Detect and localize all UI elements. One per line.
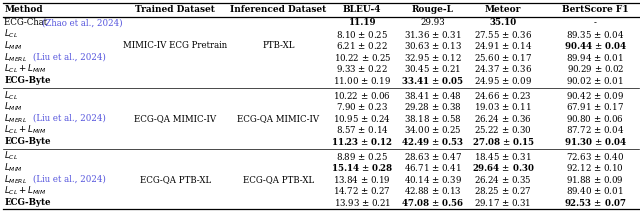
Text: Method: Method [4, 6, 43, 14]
Text: BLEU-4: BLEU-4 [343, 6, 381, 14]
Text: 72.63 $\pm$ 0.40: 72.63 $\pm$ 0.40 [566, 151, 624, 162]
Text: 91.30 $\pm$ 0.04: 91.30 $\pm$ 0.04 [564, 136, 627, 147]
Text: (Liu et al., 2024): (Liu et al., 2024) [33, 114, 106, 123]
Text: 9.33 $\pm$ 0.22: 9.33 $\pm$ 0.22 [336, 63, 388, 74]
Text: 92.53 $\pm$ 0.07: 92.53 $\pm$ 0.07 [564, 197, 627, 208]
Text: 24.37 $\pm$ 0.36: 24.37 $\pm$ 0.36 [474, 63, 532, 74]
Text: 15.14 $\pm$ 0.28: 15.14 $\pm$ 0.28 [331, 162, 394, 173]
Text: 34.00 $\pm$ 0.25: 34.00 $\pm$ 0.25 [404, 124, 461, 135]
Text: ECG-Byte: ECG-Byte [4, 198, 51, 207]
Text: 10.22 $\pm$ 0.25: 10.22 $\pm$ 0.25 [333, 52, 391, 63]
Text: $L_{CL}$: $L_{CL}$ [4, 28, 19, 40]
Text: 89.94 $\pm$ 0.01: 89.94 $\pm$ 0.01 [566, 52, 624, 63]
Text: 28.63 $\pm$ 0.47: 28.63 $\pm$ 0.47 [404, 151, 461, 162]
Text: 25.60 $\pm$ 0.17: 25.60 $\pm$ 0.17 [474, 52, 532, 63]
Text: 67.91 $\pm$ 0.17: 67.91 $\pm$ 0.17 [566, 101, 624, 112]
Text: 10.95 $\pm$ 0.24: 10.95 $\pm$ 0.24 [333, 113, 391, 124]
Text: 27.55 $\pm$ 0.36: 27.55 $\pm$ 0.36 [474, 29, 532, 40]
Text: 42.88 $\pm$ 0.13: 42.88 $\pm$ 0.13 [404, 185, 461, 196]
Text: ECG-QA PTB-XL: ECG-QA PTB-XL [243, 175, 314, 184]
Text: $L_{CL} + L_{MIM}$: $L_{CL} + L_{MIM}$ [4, 63, 47, 75]
Text: $L_{MIM}$: $L_{MIM}$ [4, 40, 23, 52]
Text: ECG-QA MIMIC-IV: ECG-QA MIMIC-IV [237, 114, 319, 123]
Text: $L_{MERL}$: $L_{MERL}$ [4, 112, 28, 124]
Text: 18.45 $\pm$ 0.31: 18.45 $\pm$ 0.31 [474, 151, 532, 162]
Text: 24.91 $\pm$ 0.14: 24.91 $\pm$ 0.14 [474, 40, 532, 51]
Text: 42.49 $\pm$ 0.53: 42.49 $\pm$ 0.53 [401, 136, 464, 147]
Text: 90.44 $\pm$ 0.04: 90.44 $\pm$ 0.04 [564, 40, 627, 51]
Text: 90.02 $\pm$ 0.01: 90.02 $\pm$ 0.01 [566, 75, 624, 86]
Text: $L_{CL} + L_{MIM}$: $L_{CL} + L_{MIM}$ [4, 184, 47, 197]
Text: 6.21 $\pm$ 0.22: 6.21 $\pm$ 0.22 [337, 40, 388, 51]
Text: 46.71 $\pm$ 0.41: 46.71 $\pm$ 0.41 [404, 162, 461, 173]
Text: 90.80 $\pm$ 0.06: 90.80 $\pm$ 0.06 [566, 113, 624, 124]
Text: ECG-QA PTB-XL: ECG-QA PTB-XL [140, 175, 211, 184]
Text: ECG-QA MIMIC-IV: ECG-QA MIMIC-IV [134, 114, 216, 123]
Text: 35.10: 35.10 [490, 18, 516, 27]
Text: 19.03 $\pm$ 0.11: 19.03 $\pm$ 0.11 [474, 101, 532, 112]
Text: 29.28 $\pm$ 0.38: 29.28 $\pm$ 0.38 [404, 101, 461, 112]
Text: 47.08 $\pm$ 0.56: 47.08 $\pm$ 0.56 [401, 197, 464, 208]
Text: 33.41 $\pm$ 0.05: 33.41 $\pm$ 0.05 [401, 75, 464, 86]
Text: $L_{MIM}$: $L_{MIM}$ [4, 100, 23, 113]
Text: 90.29 $\pm$ 0.02: 90.29 $\pm$ 0.02 [566, 63, 624, 74]
Text: 8.10 $\pm$ 0.25: 8.10 $\pm$ 0.25 [336, 29, 388, 40]
Text: Trained Dataset: Trained Dataset [136, 6, 215, 14]
Text: -: - [594, 18, 596, 27]
Text: 25.22 $\pm$ 0.30: 25.22 $\pm$ 0.30 [474, 124, 532, 135]
Text: BertScore F1: BertScore F1 [562, 6, 628, 14]
Text: Rouge-L: Rouge-L [412, 6, 454, 14]
Text: 8.57 $\pm$ 0.14: 8.57 $\pm$ 0.14 [336, 124, 388, 135]
Text: 24.66 $\pm$ 0.23: 24.66 $\pm$ 0.23 [474, 90, 532, 101]
Text: 38.41 $\pm$ 0.48: 38.41 $\pm$ 0.48 [404, 90, 461, 101]
Text: 11.23 $\pm$ 0.12: 11.23 $\pm$ 0.12 [331, 136, 394, 147]
Text: 40.14 $\pm$ 0.39: 40.14 $\pm$ 0.39 [404, 174, 461, 185]
Text: 8.89 $\pm$ 0.25: 8.89 $\pm$ 0.25 [336, 151, 388, 162]
Text: ECG-Byte: ECG-Byte [4, 137, 51, 146]
Text: MIMIC-IV ECG Pretrain: MIMIC-IV ECG Pretrain [124, 41, 227, 50]
Text: 29.17 $\pm$ 0.31: 29.17 $\pm$ 0.31 [474, 197, 532, 208]
Text: 89.40 $\pm$ 0.01: 89.40 $\pm$ 0.01 [566, 185, 624, 196]
Text: 31.36 $\pm$ 0.31: 31.36 $\pm$ 0.31 [404, 29, 461, 40]
Text: Inferenced Dataset: Inferenced Dataset [230, 6, 326, 14]
Text: 7.90 $\pm$ 0.23: 7.90 $\pm$ 0.23 [336, 101, 388, 112]
Text: $L_{MERL}$: $L_{MERL}$ [4, 51, 28, 63]
Text: 26.24 $\pm$ 0.36: 26.24 $\pm$ 0.36 [474, 113, 532, 124]
Text: (Zhao et al., 2024): (Zhao et al., 2024) [42, 18, 122, 27]
Text: 29.64 $\pm$ 0.30: 29.64 $\pm$ 0.30 [472, 162, 534, 173]
Text: 13.93 $\pm$ 0.21: 13.93 $\pm$ 0.21 [333, 197, 391, 208]
Text: (Liu et al., 2024): (Liu et al., 2024) [33, 175, 106, 184]
Text: ECG-Byte: ECG-Byte [4, 76, 51, 85]
Text: 27.08 $\pm$ 0.15: 27.08 $\pm$ 0.15 [472, 136, 534, 147]
Text: 11.00 $\pm$ 0.19: 11.00 $\pm$ 0.19 [333, 75, 391, 86]
Text: 38.18 $\pm$ 0.58: 38.18 $\pm$ 0.58 [404, 113, 461, 124]
Text: PTB-XL: PTB-XL [262, 41, 294, 50]
Text: $L_{MERL}$: $L_{MERL}$ [4, 173, 28, 186]
Text: 30.45 $\pm$ 0.21: 30.45 $\pm$ 0.21 [404, 63, 461, 74]
Text: $L_{CL}$: $L_{CL}$ [4, 89, 19, 101]
Text: $L_{MIM}$: $L_{MIM}$ [4, 161, 23, 174]
Text: 29.93: 29.93 [420, 18, 445, 27]
Text: (Liu et al., 2024): (Liu et al., 2024) [33, 53, 106, 62]
Text: 30.63 $\pm$ 0.13: 30.63 $\pm$ 0.13 [404, 40, 461, 51]
Text: 26.24 $\pm$ 0.35: 26.24 $\pm$ 0.35 [474, 174, 532, 185]
Text: 28.25 $\pm$ 0.27: 28.25 $\pm$ 0.27 [474, 185, 532, 196]
Text: 90.42 $\pm$ 0.09: 90.42 $\pm$ 0.09 [566, 90, 624, 101]
Text: ECG-Chat: ECG-Chat [4, 18, 51, 27]
Text: 10.22 $\pm$ 0.06: 10.22 $\pm$ 0.06 [333, 90, 391, 101]
Text: 11.19: 11.19 [349, 18, 376, 27]
Text: Meteor: Meteor [485, 6, 521, 14]
Text: $L_{CL}$: $L_{CL}$ [4, 150, 19, 163]
Text: 87.72 $\pm$ 0.04: 87.72 $\pm$ 0.04 [566, 124, 624, 135]
Text: 32.95 $\pm$ 0.12: 32.95 $\pm$ 0.12 [404, 52, 461, 63]
Text: 91.88 $\pm$ 0.09: 91.88 $\pm$ 0.09 [566, 174, 624, 185]
Text: $L_{CL} + L_{MIM}$: $L_{CL} + L_{MIM}$ [4, 123, 47, 136]
Text: 13.84 $\pm$ 0.19: 13.84 $\pm$ 0.19 [333, 174, 391, 185]
Text: 14.72 $\pm$ 0.27: 14.72 $\pm$ 0.27 [333, 185, 391, 196]
Text: 89.35 $\pm$ 0.04: 89.35 $\pm$ 0.04 [566, 29, 624, 40]
Text: 92.12 $\pm$ 0.10: 92.12 $\pm$ 0.10 [566, 162, 624, 173]
Text: 24.95 $\pm$ 0.09: 24.95 $\pm$ 0.09 [474, 75, 532, 86]
